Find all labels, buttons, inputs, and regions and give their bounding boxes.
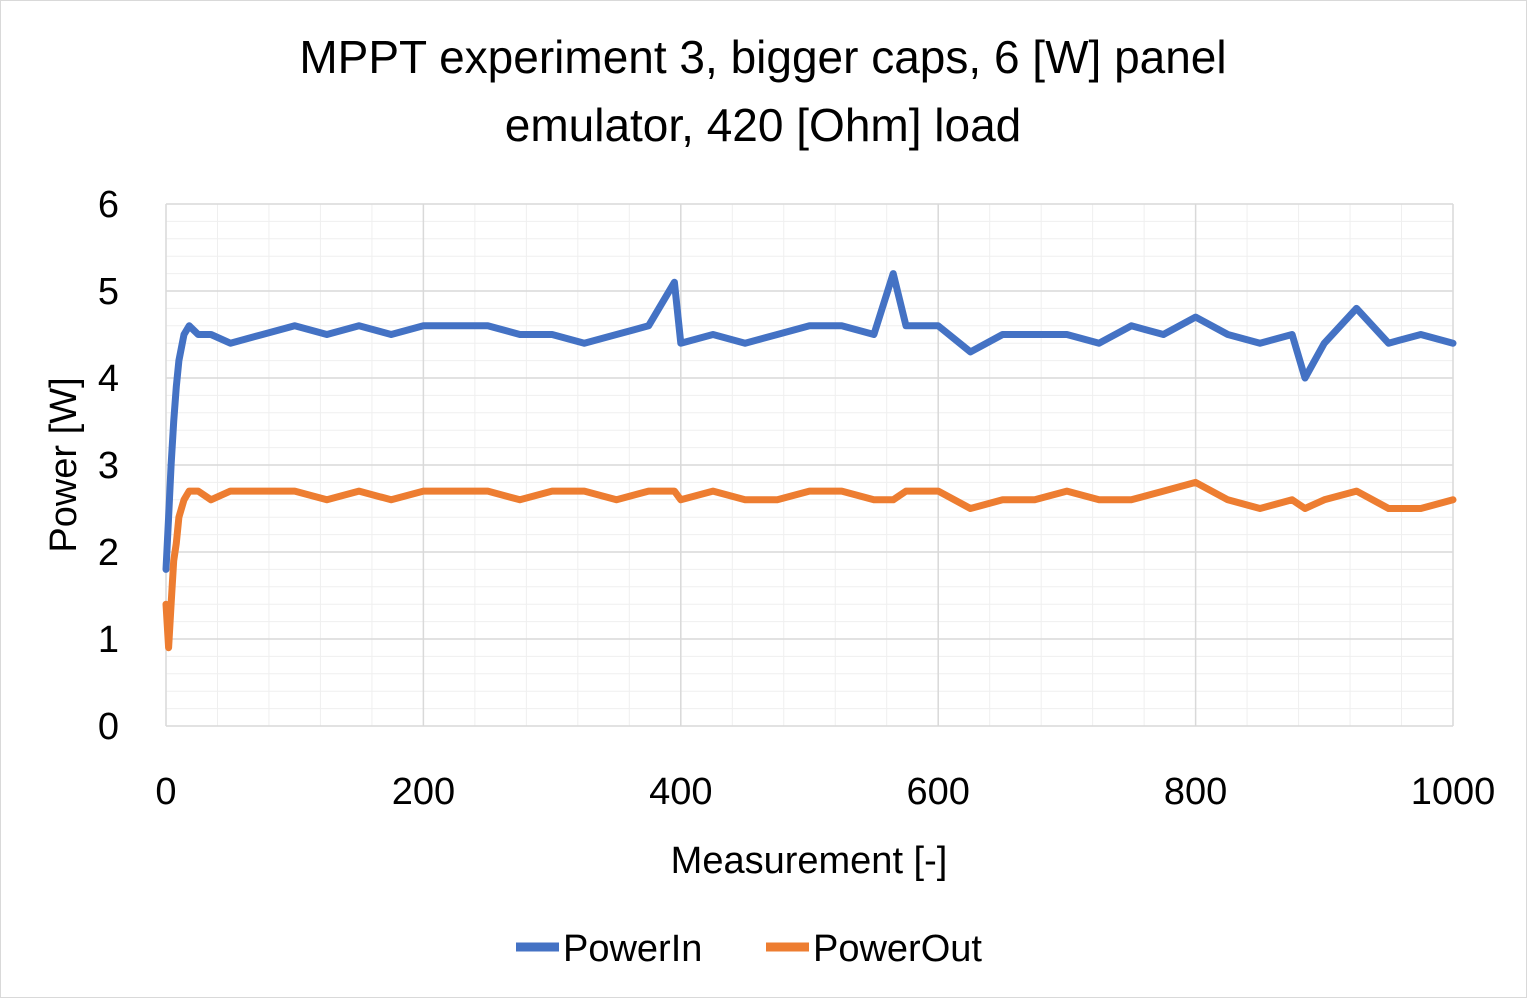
x-tick-label: 0 [155,771,176,813]
x-tick-label: 400 [649,771,712,813]
chart-title-line-2: emulator, 420 [Ohm] load [505,99,1022,151]
series-line-powerout [162,478,1457,652]
grid [165,203,1454,727]
x-tick-label: 1000 [1411,771,1496,813]
y-tick-label: 2 [98,532,119,574]
series-line-powerin [162,270,1457,573]
chart-title-line-1: MPPT experiment 3, bigger caps, 6 [W] pa… [299,31,1226,83]
legend: PowerIn PowerOut [516,928,982,970]
y-tick-label: 1 [98,619,119,661]
x-tick-label: 600 [906,771,969,813]
x-axis-ticks: 0 200 400 600 800 1000 [155,771,1495,813]
y-axis-label: Power [W] [43,377,85,552]
x-tick-label: 200 [392,771,455,813]
y-tick-label: 6 [98,184,119,226]
y-tick-label: 4 [98,358,119,400]
x-axis-label: Measurement [-] [671,840,948,882]
y-tick-label: 3 [98,445,119,487]
y-tick-label: 0 [98,706,119,748]
x-tick-label: 800 [1164,771,1227,813]
plot-area [162,270,1457,652]
legend-label-powerout: PowerOut [813,928,982,970]
legend-label-powerin: PowerIn [563,928,702,970]
y-tick-label: 5 [98,271,119,313]
y-axis-ticks: 0 1 2 3 4 5 6 [98,184,119,748]
